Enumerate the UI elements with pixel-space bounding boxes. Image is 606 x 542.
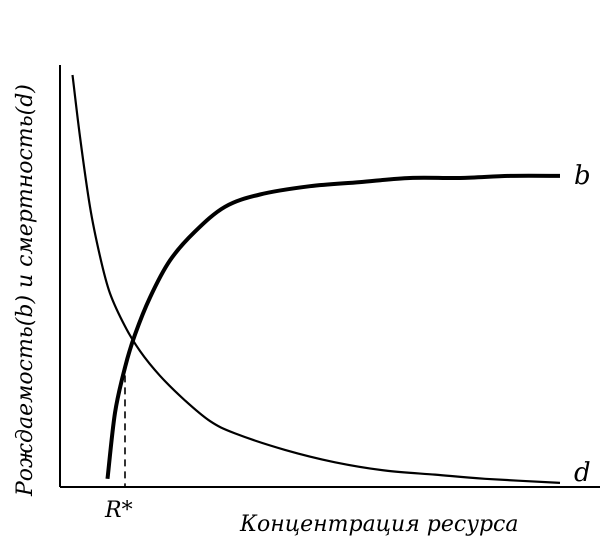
series-d-label: d [574, 458, 591, 488]
series-b-label: b [574, 161, 591, 191]
series-b-line [105, 173, 561, 480]
series-d-line [71, 74, 561, 484]
y-axis-label: Рождаемость(b) и смертность(d) [13, 84, 38, 497]
r-star-label: R* [104, 498, 133, 523]
x-axis-label: Концентрация ресурса [239, 512, 518, 537]
